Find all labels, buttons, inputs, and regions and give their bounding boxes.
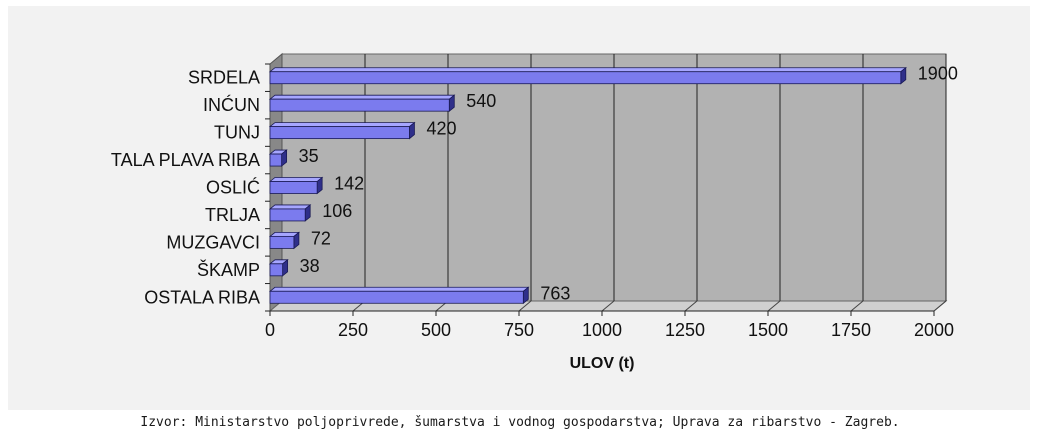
bar-chart: SRDELA 1900 INĆUN 540 TUNJ 420 TALA PLAVA RIBA… [111,52,958,372]
bar-top [268,67,907,73]
category-label: OSLIĆ [206,177,260,198]
x-tick-label: 1750 [831,320,871,340]
data-label: 38 [300,256,320,276]
x-tick-label: 250 [338,320,368,340]
category-label: TUNJ [214,123,260,143]
gridline-floor [933,300,947,312]
x-tick-label: 2000 [914,320,954,340]
gridline-floor [601,300,615,312]
category-label: TALA PLAVA RIBA [111,150,260,170]
category-label: ŠKAMP [197,259,260,280]
chart-frame: SRDELA 1900 INĆUN 540 TUNJ 420 TALA PLAVA RIBA… [8,6,1030,410]
data-label: 72 [311,228,331,248]
bar [269,98,450,112]
gridline-floor [518,300,532,312]
gridline-floor [850,300,864,312]
bar-top [268,94,456,100]
category-label: TRLJA [205,205,260,225]
x-tick-label: 1250 [665,320,705,340]
category-label: SRDELA [188,68,260,88]
source-note: Izvor: Ministarstvo poljoprivrede, šumar… [140,415,900,430]
bar [269,181,318,194]
x-tick-label: 1000 [582,320,622,340]
data-label: 1900 [918,64,958,84]
bar [269,208,306,222]
data-label: 763 [540,283,570,303]
bar [269,126,410,140]
bar-top [268,122,416,128]
bar [269,290,524,304]
data-label: 540 [466,91,496,111]
x-tick-label: 1500 [748,320,788,340]
data-label: 106 [322,201,352,221]
x-axis-title: ULOV (t) [570,355,635,372]
bar [269,153,283,167]
gridline-floor [684,300,698,312]
bar [269,235,295,249]
bar [269,71,902,85]
x-tick-label: 750 [504,320,534,340]
x-tick-label: 0 [265,320,275,340]
category-label: MUZGAVCI [166,232,260,252]
x-tick-label: 500 [421,320,451,340]
data-label: 35 [299,146,319,166]
gridline-floor [767,300,781,312]
bar-top [268,286,530,292]
bar-top [268,177,324,182]
bar [269,263,284,277]
bar-top [268,204,312,210]
data-label: 420 [426,119,456,139]
category-label: OSTALA RIBA [144,287,260,307]
data-label: 142 [334,174,364,194]
category-label: INĆUN [203,94,260,115]
